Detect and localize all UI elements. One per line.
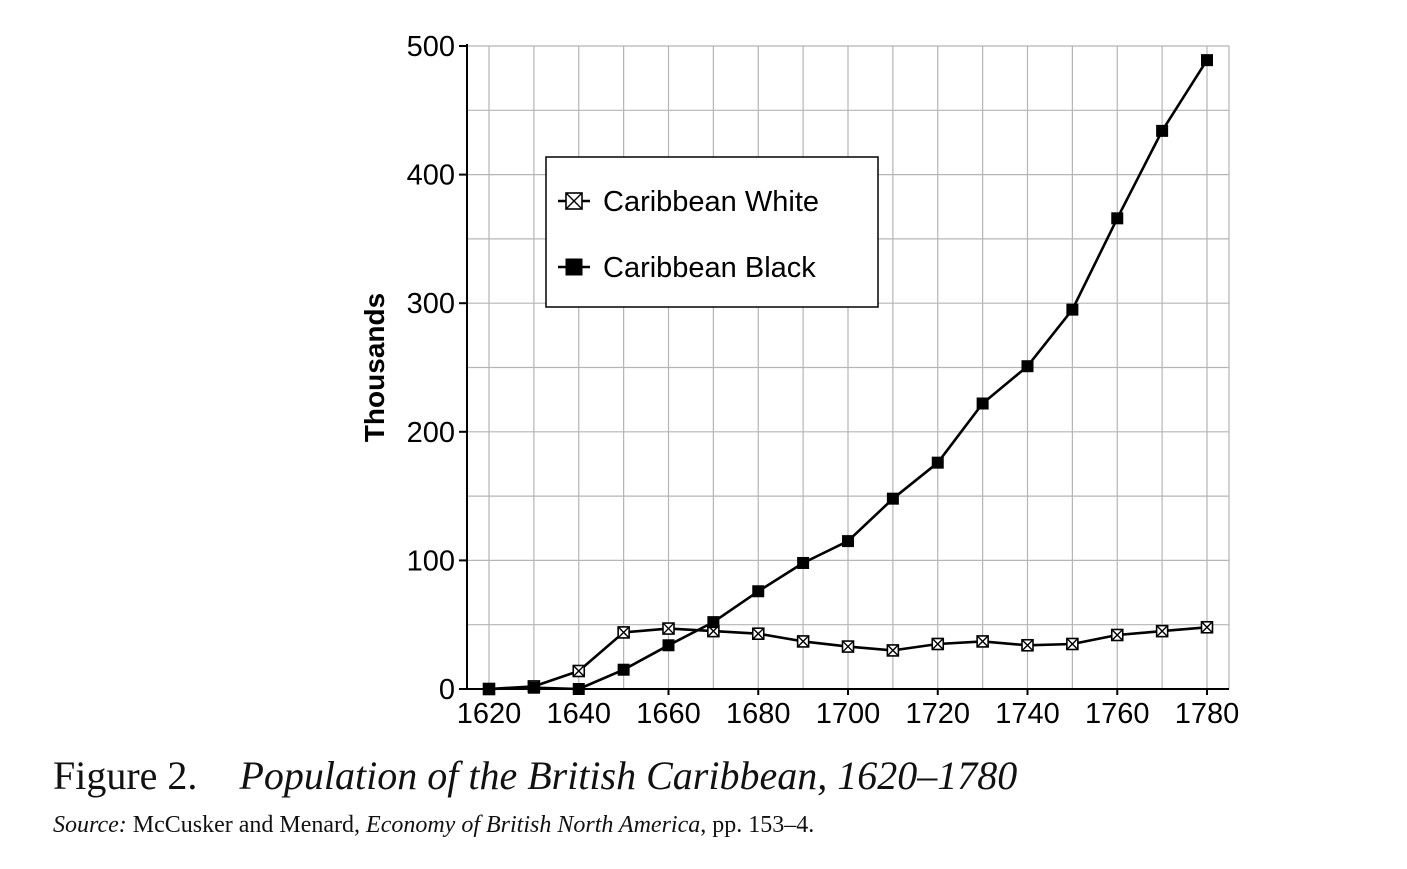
x-tick-label: 1780: [1175, 698, 1240, 730]
data-point: [572, 683, 585, 695]
data-point: [886, 644, 900, 657]
source-authors: McCusker and Menard,: [126, 812, 367, 838]
legend-marker: [565, 258, 583, 276]
marker-cross: [1156, 625, 1169, 638]
y-tick-label: 0: [439, 674, 455, 706]
marker-cross: [976, 635, 989, 648]
marker-cross: [797, 635, 810, 648]
data-point: [1021, 360, 1034, 373]
data-point: [752, 585, 765, 598]
marker-cross: [1021, 639, 1034, 652]
y-tick-label: 500: [407, 31, 455, 63]
data-point: [751, 627, 765, 641]
population-chart: 0 100 200 300 400 500 1620 1640 1660 1680 1700 1720…: [359, 31, 1239, 730]
x-tick-label: 1740: [995, 698, 1060, 730]
marker-cross: [842, 640, 854, 653]
y-tick-label: 200: [407, 417, 455, 449]
legend: Caribbean White Caribbean Black: [545, 156, 879, 308]
data-point: [1156, 124, 1169, 137]
data-point: [1021, 638, 1034, 652]
data-point: [797, 556, 810, 569]
marker-cross: [565, 192, 583, 210]
legend-label: Caribbean Black: [603, 252, 816, 284]
source-pages: , pp. 153–4.: [700, 812, 815, 838]
data-point: [1155, 624, 1169, 638]
marker-cross: [617, 626, 630, 639]
legend-marker: [565, 192, 583, 210]
legend-item: Caribbean Black: [558, 252, 816, 284]
marker-cross: [752, 627, 765, 640]
marker-cross: [1066, 637, 1079, 650]
series-caribbean-white: [482, 620, 1214, 696]
data-point: [527, 681, 540, 694]
axes: [459, 44, 1229, 695]
data-point: [662, 639, 675, 652]
data-point: [931, 637, 945, 651]
source-prefix: Source:: [53, 812, 127, 838]
y-tick-label: 400: [407, 160, 455, 192]
x-tick-label: 1760: [1085, 698, 1150, 730]
series-caribbean-black: [483, 54, 1213, 695]
data-point: [842, 535, 854, 548]
legend-item: Caribbean White: [558, 186, 819, 218]
data-point: [1066, 303, 1079, 316]
x-tick-label: 1720: [905, 698, 970, 730]
legend-label: Caribbean White: [603, 186, 819, 218]
legend-box: [545, 156, 879, 308]
data-point: [483, 683, 495, 695]
x-tick-label: 1700: [816, 698, 881, 730]
marker-cross: [1111, 628, 1124, 641]
source-work: Economy of British North America: [366, 812, 701, 838]
y-tick-label: 300: [407, 288, 455, 320]
data-point: [662, 622, 675, 635]
x-tick-label: 1660: [636, 698, 701, 730]
data-point: [796, 635, 810, 648]
x-tick-label: 1640: [546, 698, 611, 730]
y-tick-label: 100: [407, 545, 455, 577]
x-tick-label: 1620: [457, 698, 522, 730]
data-point: [931, 456, 944, 469]
series-lines: [482, 54, 1214, 696]
tick-labels: 0 100 200 300 400 500 1620 1640 1660 1680 1700 1720…: [359, 31, 1239, 730]
y-axis-title: Thousands: [359, 293, 390, 442]
marker-cross: [572, 665, 585, 677]
data-point: [707, 616, 720, 629]
x-tick-label: 1680: [726, 698, 791, 730]
figure-label: Figure 2.: [53, 753, 198, 798]
data-point: [617, 626, 630, 639]
data-point: [1201, 54, 1213, 67]
data-point: [617, 663, 630, 676]
data-point: [1110, 628, 1124, 642]
data-point: [976, 635, 989, 648]
data-point: [1066, 637, 1079, 651]
source-line: Source: McCusker and Menard, Economy of …: [53, 812, 814, 839]
figure-title: Population of the British Caribbean, 162…: [239, 753, 1018, 798]
marker-cross: [931, 637, 944, 650]
marker-cross: [662, 622, 675, 635]
data-point: [1200, 620, 1214, 634]
data-point: [841, 640, 855, 653]
grid: [467, 45, 1230, 690]
data-point: [886, 492, 899, 505]
data-point: [572, 664, 586, 678]
data-point: [976, 397, 989, 410]
figure-caption: Figure 2. Population of the British Carib…: [53, 752, 1017, 799]
data-point: [1111, 212, 1124, 225]
marker-cross: [1201, 621, 1213, 634]
marker-cross: [886, 644, 899, 657]
